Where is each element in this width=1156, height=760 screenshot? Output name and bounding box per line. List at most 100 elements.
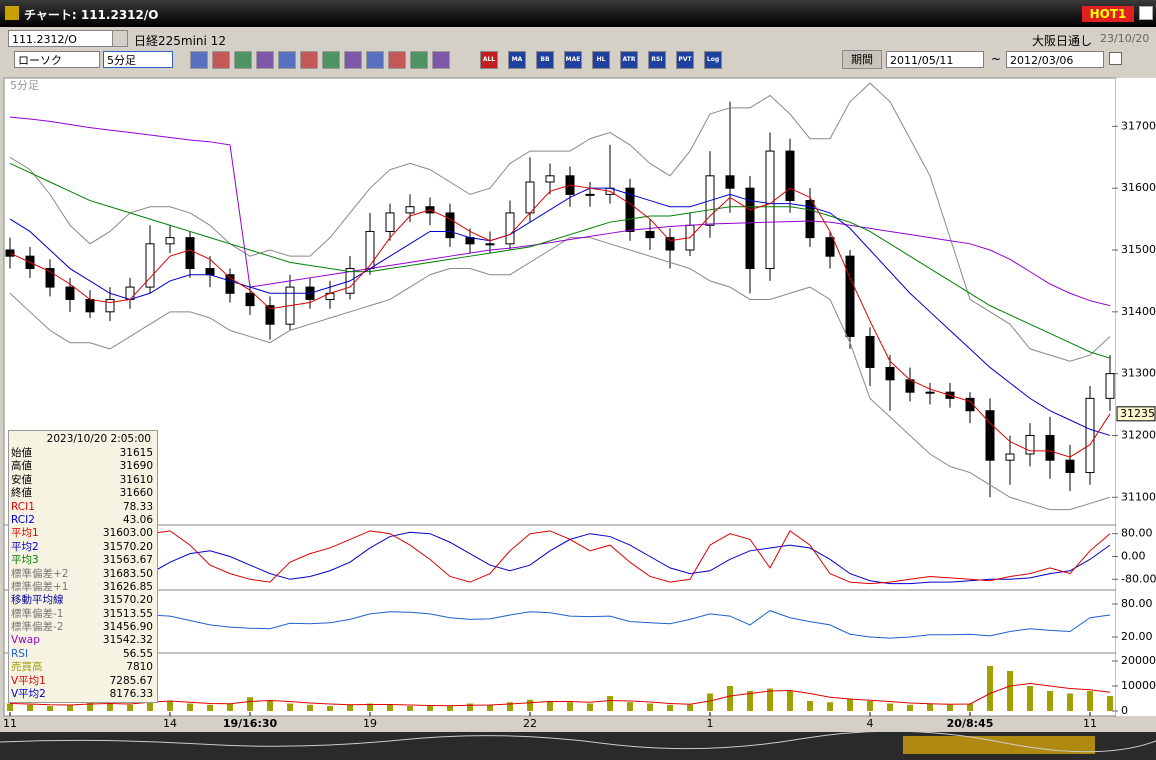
window-button[interactable] (1139, 6, 1153, 20)
volume-bar (947, 704, 953, 711)
info-value: 31690 (119, 460, 153, 473)
period-button[interactable]: 期間 (842, 50, 882, 69)
x-tick-label: 19/16:30 (223, 717, 278, 730)
info-label: 平均3 (11, 554, 39, 567)
tool-button[interactable]: Log (704, 51, 722, 69)
tool-icon[interactable] (278, 51, 296, 69)
tool-button[interactable]: ATR (620, 51, 638, 69)
x-tick-label: 11 (3, 717, 17, 730)
dropdown-button[interactable] (112, 30, 128, 47)
overview-line (0, 730, 1156, 753)
x-tick-label: 20/8:45 (947, 717, 994, 730)
info-row: 標準偏差-1 31513.55 (9, 608, 157, 621)
volume-bar (567, 702, 573, 711)
tool-icon[interactable] (190, 51, 208, 69)
info-value: 31563.67 (102, 554, 153, 567)
info-label: RSI (11, 647, 29, 660)
y-tick-label: 31100 (1121, 490, 1156, 503)
tool-icon[interactable] (432, 51, 450, 69)
market-date: 23/10/20 (1100, 32, 1150, 45)
chart-style-select[interactable]: ローソク (14, 51, 100, 68)
hot-badge[interactable]: HOT1 (1082, 6, 1134, 22)
tool-button[interactable]: RSI (648, 51, 666, 69)
volume-bar (847, 698, 853, 711)
candle-body (1105, 373, 1115, 399)
indicator-line (9, 116, 1111, 307)
candle-body (45, 268, 55, 288)
candle-body (265, 305, 275, 325)
volume-bar (427, 706, 433, 711)
candle-body (105, 298, 115, 313)
interval-select[interactable]: 5分足 (103, 51, 173, 68)
info-value: 31513.55 (102, 607, 153, 620)
info-row: 高値 31690 (9, 460, 157, 473)
volume-bar (1107, 696, 1113, 711)
info-label: 高値 (11, 460, 32, 473)
tool-icon[interactable] (212, 51, 230, 69)
volume-bar (247, 697, 253, 711)
date-separator: ~ (991, 52, 1002, 66)
info-label: RCI2 (11, 513, 35, 526)
volume-bar (867, 701, 873, 711)
tool-button[interactable]: BB (536, 51, 554, 69)
checkbox[interactable] (1109, 52, 1122, 65)
tool-icon[interactable] (300, 51, 318, 69)
to-date[interactable]: 2012/03/06 (1006, 51, 1104, 68)
from-date[interactable]: 2011/05/11 (886, 51, 984, 68)
candle-body (765, 150, 775, 270)
y-tick-label: 31600 (1121, 181, 1156, 194)
candle-body (165, 237, 175, 245)
candle-body (1045, 434, 1055, 461)
candle-body (525, 181, 535, 214)
candle-body (545, 175, 555, 183)
tool-button[interactable]: HL (592, 51, 610, 69)
info-label: 安値 (11, 473, 32, 486)
instrument-name: 日経225mini 12 (134, 34, 226, 48)
volume-bar (367, 703, 373, 711)
y-tick-label: 31300 (1121, 367, 1156, 380)
x-tick-label: 19 (363, 717, 377, 730)
volume-bar (47, 706, 53, 711)
tool-icon[interactable] (322, 51, 340, 69)
tool-button[interactable]: MA (508, 51, 526, 69)
volume-bar (447, 706, 453, 711)
last-price: 31235 (1120, 407, 1155, 420)
info-value: 56.55 (122, 647, 153, 660)
volume-bar (967, 703, 973, 711)
candle-body (665, 237, 675, 251)
tool-button[interactable]: MAE (564, 51, 582, 69)
tool-button[interactable]: PVT (676, 51, 694, 69)
info-value: 31570.20 (102, 594, 153, 607)
volume-bar (1067, 693, 1073, 711)
window-title: チャート: 111.2312/O (24, 8, 159, 22)
tool-button[interactable]: ALL (480, 51, 498, 69)
plot-area (3, 77, 1117, 717)
tool-icon[interactable] (344, 51, 362, 69)
volume-bar (1007, 671, 1013, 711)
info-label: 終値 (11, 487, 32, 500)
tool-icon[interactable] (234, 51, 252, 69)
candle-body (1065, 459, 1075, 474)
info-label: 移動平均線 (11, 594, 64, 607)
tool-icon[interactable] (388, 51, 406, 69)
y-tick-label: 31400 (1121, 305, 1156, 318)
candle-body (785, 150, 795, 202)
info-value: 31610 (119, 473, 153, 486)
tool-icon[interactable] (256, 51, 274, 69)
market-name: 大阪日通し (1032, 34, 1093, 48)
y-tick-label: 0 (1121, 704, 1128, 717)
volume-bar (127, 704, 133, 711)
y-tick-label: 10000 (1121, 679, 1156, 692)
volume-bar (7, 703, 13, 711)
volume-bar (167, 701, 173, 711)
volume-bar (767, 688, 773, 711)
symbol-input[interactable]: 111.2312/O (8, 30, 128, 47)
info-label: V平均1 (11, 674, 46, 687)
info-value: 31626.85 (102, 580, 153, 593)
info-row: 標準偏差-2 31456.90 (9, 621, 157, 634)
tool-icon[interactable] (366, 51, 384, 69)
candle-body (1005, 453, 1015, 461)
indicator-line (9, 187, 1111, 436)
candle-body (245, 292, 255, 307)
tool-icon[interactable] (410, 51, 428, 69)
